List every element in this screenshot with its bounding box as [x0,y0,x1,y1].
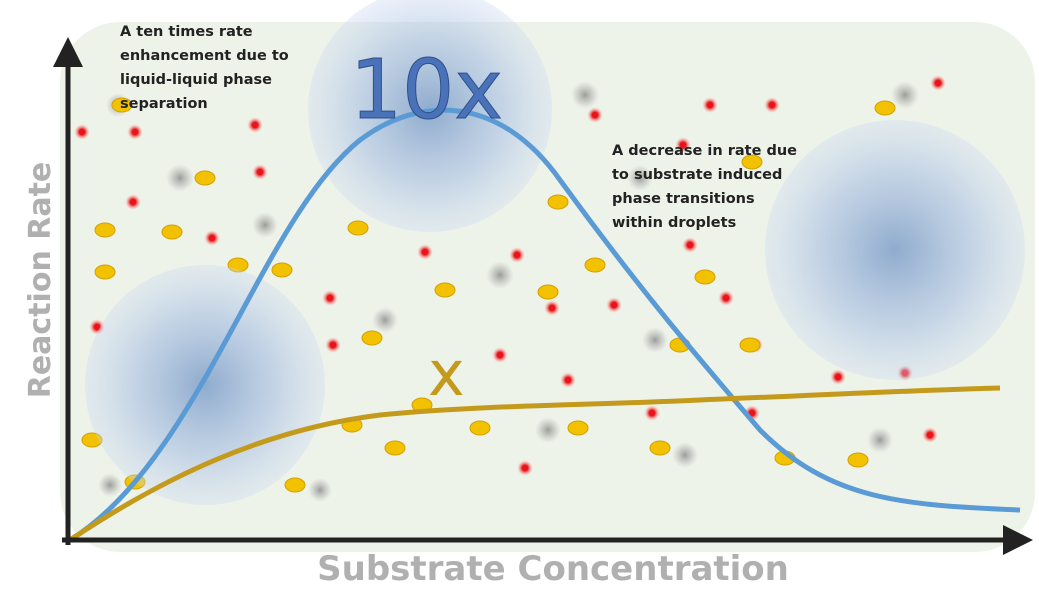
particle [252,164,268,180]
particle [385,441,405,455]
particle [348,221,368,235]
x-axis-label: Substrate Concentration [317,549,789,589]
particle [867,427,893,453]
annotation-line: separation [120,96,208,112]
particle [509,247,525,263]
particle [702,97,718,113]
particle [571,81,599,109]
particle [272,263,292,277]
particle [486,261,514,289]
particle [285,478,305,492]
annotation-line: to substrate induced [612,167,782,183]
particle [252,212,278,238]
particle [325,337,341,353]
particle [125,194,141,210]
particle [568,421,588,435]
particle [644,405,660,421]
particle [650,441,670,455]
particle [98,473,122,497]
droplet [765,120,1025,380]
particle [606,297,622,313]
particle [517,460,533,476]
particle [585,258,605,272]
particle [875,101,895,115]
particle [695,270,715,284]
particle [930,75,946,91]
particle [848,453,868,467]
annotation-line: phase transitions [612,191,755,207]
particle [127,124,143,140]
annotation-line: enhancement due to [120,48,289,64]
particle [830,369,846,385]
annotation-line: within droplets [612,215,736,231]
particle [362,331,382,345]
particle [922,427,938,443]
annotation-line: A decrease in rate due [612,143,797,159]
particle [538,285,558,299]
particle [195,171,215,185]
curve-label: x [428,337,465,410]
curve-label: 10x [350,43,503,138]
diagram: 10x x A ten times rate enhancement due t… [0,0,1039,600]
particle [548,195,568,209]
particle [891,81,919,109]
particle [740,338,760,352]
annotation-line: A ten times rate [120,24,253,40]
particle [642,327,668,353]
particle [492,347,508,363]
particle [204,230,220,246]
particle [247,117,263,133]
particle [718,290,734,306]
particle [544,300,560,316]
droplet [85,265,325,505]
particle [308,478,332,502]
particle [587,107,603,123]
annotation-line: liquid-liquid phase [120,72,272,88]
particle [95,223,115,237]
particle [74,124,90,140]
particle [764,97,780,113]
particle [470,421,490,435]
particle [535,417,561,443]
particle [162,225,182,239]
particle [372,307,398,333]
particle [672,442,698,468]
particle [166,164,194,192]
particle [417,244,433,260]
particle [682,237,698,253]
page: 10x x A ten times rate enhancement due t… [0,0,1039,600]
particle [435,283,455,297]
y-axis-label: Reaction Rate [23,162,58,399]
particle [560,372,576,388]
particle [322,290,338,306]
particle [95,265,115,279]
